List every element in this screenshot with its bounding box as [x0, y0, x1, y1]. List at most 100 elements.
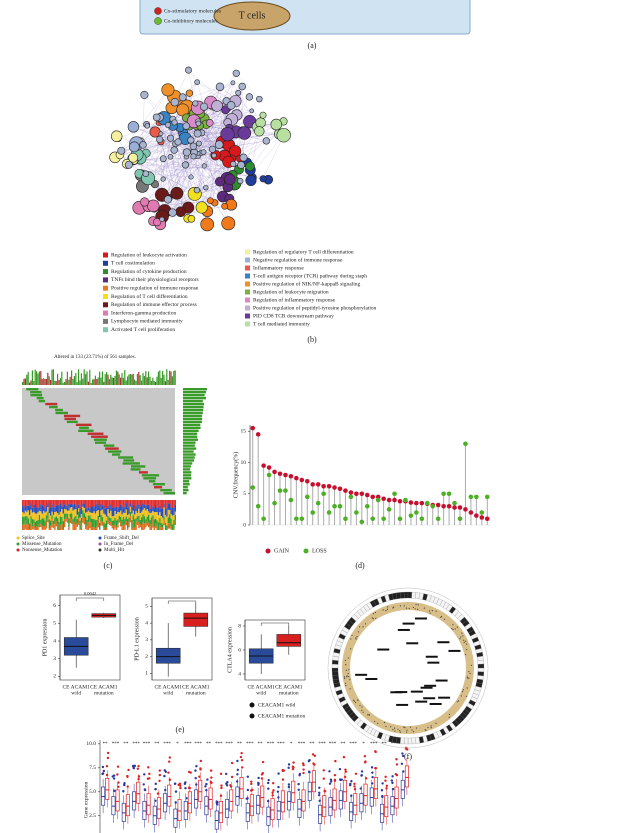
spectrum-bar — [174, 515, 176, 521]
spectrum-bar — [48, 508, 50, 514]
network-edge — [144, 151, 204, 203]
box — [183, 612, 209, 627]
chromosome-band — [411, 737, 417, 745]
outlier — [199, 768, 202, 771]
spectrum-bar — [43, 526, 45, 530]
spectrum-bar — [62, 506, 64, 514]
outlier — [246, 788, 250, 792]
spectrum-bar — [155, 504, 157, 513]
box — [156, 797, 161, 819]
significance: *** — [329, 742, 337, 747]
spectrum-bar — [87, 515, 90, 523]
lollipop-dot — [435, 502, 441, 508]
network-edge — [147, 119, 232, 179]
network-node — [238, 82, 246, 91]
spectrum-bar — [24, 520, 27, 530]
legend-label: T cell costimulation — [111, 261, 155, 267]
spectrum-bar — [146, 500, 148, 507]
lollipop-dot — [310, 510, 316, 515]
spectrum-bar — [96, 500, 98, 504]
track-dot — [466, 687, 468, 689]
track-dot — [465, 695, 467, 697]
spectrum-bar — [153, 519, 155, 527]
outlier — [158, 779, 161, 783]
outlier — [257, 783, 260, 786]
spectrum-bar — [44, 500, 46, 509]
panel-a: T cells (a) — [139, 0, 471, 50]
top-bar — [160, 377, 162, 385]
spectrum-bar — [173, 500, 175, 508]
spectrum-bar — [96, 519, 98, 527]
lollipop-dot — [250, 425, 256, 431]
track-dot — [374, 611, 376, 614]
spectrum-bar — [156, 520, 158, 526]
track-dot — [385, 725, 387, 727]
track-dot — [405, 731, 408, 733]
spectrum-bar — [59, 516, 62, 525]
lollipop-dot — [452, 500, 457, 506]
spectrum-bar — [54, 507, 56, 513]
spectrum-bar — [38, 507, 41, 511]
spectrum-bar — [75, 500, 77, 506]
side-bar — [183, 423, 201, 427]
lollipop-dot — [332, 485, 337, 490]
spectrum-bar — [131, 520, 133, 528]
network-edge — [161, 206, 225, 220]
network-node — [160, 176, 166, 182]
spectrum-bar — [117, 524, 119, 528]
network-edge — [180, 82, 234, 102]
top-bar — [90, 382, 92, 385]
spectrum-bar — [107, 500, 109, 506]
spectrum-bar — [27, 505, 29, 511]
spectrum-bar — [24, 516, 27, 521]
spectrum-bar — [128, 506, 130, 514]
mutation-cell — [79, 426, 89, 430]
circos — [327, 587, 489, 749]
spectrum-bar — [66, 507, 69, 511]
box — [249, 794, 254, 817]
network-node — [259, 175, 267, 183]
lollipop-dot — [474, 513, 479, 518]
outlier — [344, 770, 348, 773]
x-tick-label: wild — [256, 690, 266, 696]
spectrum-bar — [167, 500, 169, 504]
top-bar — [166, 369, 168, 385]
spectrum-bar — [148, 522, 150, 528]
legend-label: PID CD8 TCR downstream pathway — [253, 313, 334, 319]
outlier — [281, 768, 284, 772]
spectrum-bar — [44, 520, 46, 527]
x-tick-label: CE ACAM1 — [63, 684, 91, 690]
spectrum-bar — [76, 500, 78, 508]
spectrum-bar — [124, 524, 126, 530]
outlier — [384, 775, 387, 779]
outlier — [246, 775, 250, 778]
spectrum-bar — [100, 510, 102, 515]
network-edge — [143, 144, 194, 147]
x-tick-label: mutation — [186, 690, 206, 696]
spectrum-bar — [135, 521, 137, 530]
outlier — [116, 773, 119, 776]
top-bar — [45, 378, 47, 385]
lollipop-dot — [272, 469, 277, 475]
spectrum-bar — [170, 526, 172, 530]
spectrum-bar — [85, 500, 87, 509]
significance: ** — [154, 742, 160, 747]
outlier — [330, 780, 333, 783]
spectrum-bar — [31, 519, 34, 527]
legend-dot — [98, 536, 102, 540]
mutation-cell — [87, 432, 104, 435]
track-dot — [349, 648, 352, 650]
spectrum-bar — [104, 508, 106, 515]
panel-label: (c) — [104, 561, 113, 570]
track-dot — [353, 700, 355, 702]
spectrum-bar — [68, 518, 70, 528]
spectrum-bar — [51, 500, 53, 505]
outlier — [225, 784, 229, 787]
chromosome-band — [399, 591, 405, 599]
spectrum-bar — [107, 520, 109, 525]
lollipop-dot — [266, 465, 272, 470]
mutation-cell — [154, 486, 163, 489]
top-bar — [149, 376, 151, 385]
spectrum-bar — [85, 516, 87, 525]
